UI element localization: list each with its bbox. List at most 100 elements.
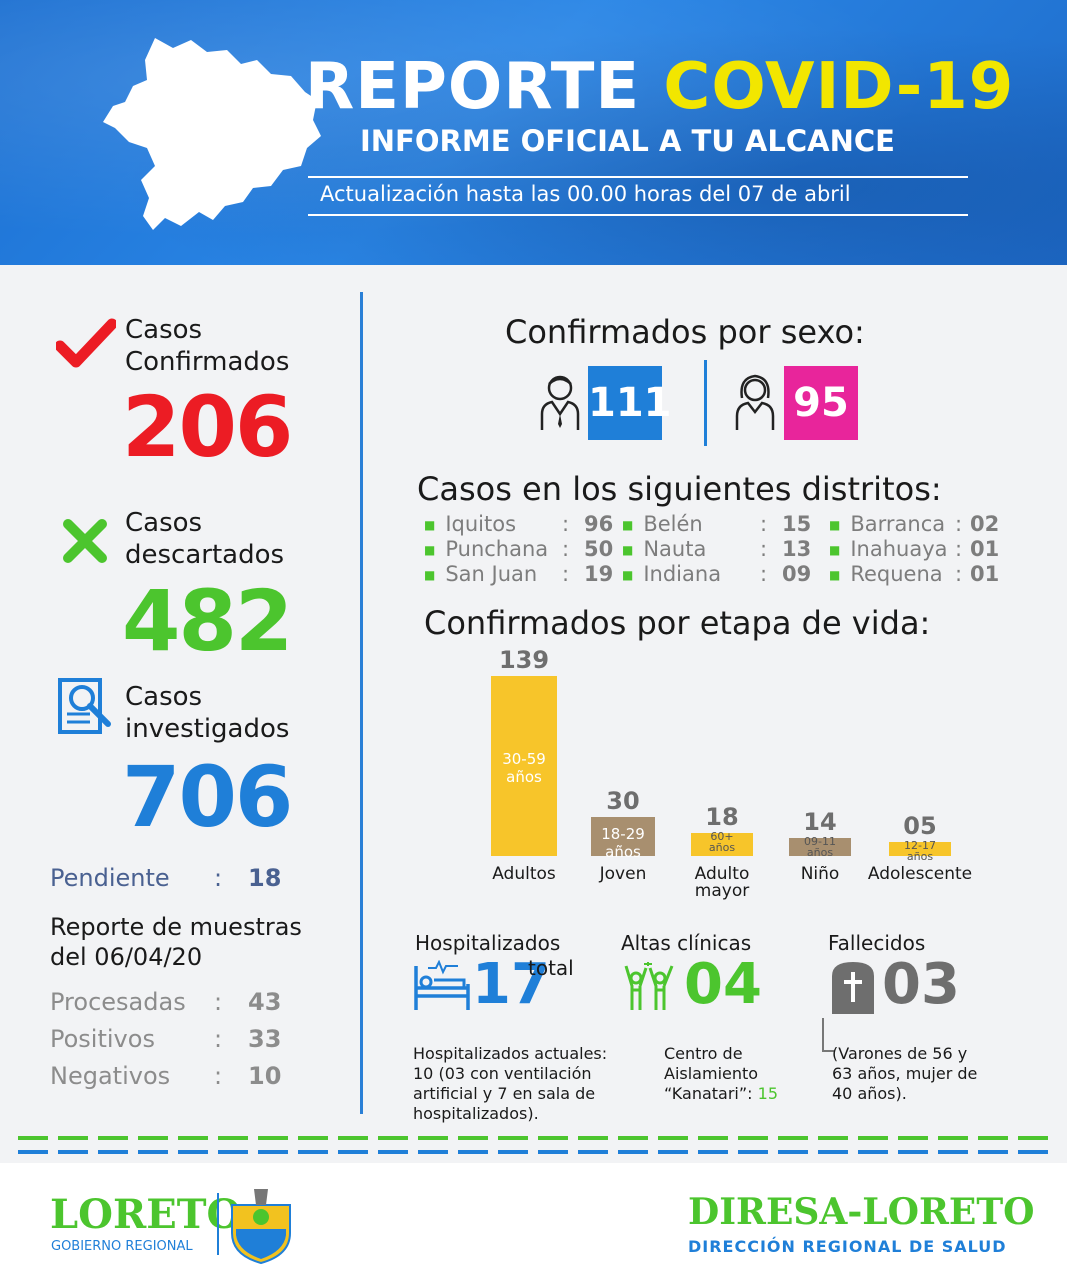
samples-sep-processed: : xyxy=(214,988,223,1016)
district-value: 15 xyxy=(782,512,812,536)
chart-bar xyxy=(789,838,851,856)
column-divider xyxy=(360,292,363,1114)
district-sep: : xyxy=(955,512,963,536)
district-iquitos: ■ Iquitos xyxy=(424,512,517,536)
district-sep: : xyxy=(955,562,963,586)
investigated-label-2: investigados xyxy=(125,714,290,744)
hospital-title: Hospitalizados xyxy=(415,931,561,955)
confirmed-count: 206 xyxy=(122,378,293,476)
hospital-count: 17 xyxy=(472,952,550,1017)
report-title: REPORTE COVID-19 xyxy=(305,50,1014,124)
district-value: 01 xyxy=(970,562,1000,586)
district-value: 01 xyxy=(970,537,1000,561)
investigated-count: 706 xyxy=(122,748,293,846)
update-box: Actualización hasta las 00.00 horas del … xyxy=(308,176,968,216)
hospital-note-line: artificial y 7 en sala de xyxy=(413,1084,596,1103)
deaths-note-line: 40 años). xyxy=(832,1084,907,1103)
cross-tomb-icon xyxy=(832,962,874,1014)
chart-bar xyxy=(691,833,753,856)
district-requena: ■ Requena xyxy=(829,562,943,586)
chart-bar-age-range: 12-17 años xyxy=(904,839,936,863)
samples-title-line2: del 06/04/20 xyxy=(50,943,203,971)
hospital-note-line: hospitalizados). xyxy=(413,1104,539,1123)
chart-bar xyxy=(889,842,951,856)
title-word-covid: COVID-19 xyxy=(663,50,1015,124)
district-value: 50 xyxy=(584,537,614,561)
divider-dashes-blue xyxy=(18,1150,1048,1154)
loreto-logo-subtitle: GOBIERNO REGIONAL xyxy=(51,1239,193,1254)
samples-row-negative: Negativos xyxy=(50,1062,171,1090)
pending-row: Pendiente xyxy=(50,864,170,892)
district-san-juan: ■ San Juan xyxy=(424,562,538,586)
diresa-logo-subtitle: DIRECCIÓN REGIONAL DE SALUD xyxy=(688,1237,1007,1256)
document-magnifier-icon xyxy=(58,678,111,734)
discharges-note-text: “Kanatari”: xyxy=(664,1084,753,1103)
discharges-count: 04 xyxy=(684,952,762,1017)
district-value: 02 xyxy=(970,512,1000,536)
hospital-note-line: 10 (03 con ventilación xyxy=(413,1064,592,1083)
chart-category-label: Joven xyxy=(599,864,647,884)
districts-title: Casos en los siguientes distritos: xyxy=(417,470,942,508)
district-name: Nauta xyxy=(643,537,707,561)
samples-value-negative: 10 xyxy=(248,1062,282,1090)
district-belen: ■ Belén xyxy=(622,512,703,536)
samples-sep-negative: : xyxy=(214,1062,223,1090)
district-punchana: ■ Punchana xyxy=(424,537,549,561)
regional-emblem-icon xyxy=(231,1189,291,1265)
woman-icon xyxy=(735,374,775,430)
deaths-count: 03 xyxy=(882,952,960,1017)
chart-bar-age-range: 09-11 años xyxy=(804,835,836,859)
district-barranca: ■ Barranca xyxy=(829,512,946,536)
district-value: 13 xyxy=(782,537,812,561)
district-value: 96 xyxy=(584,512,614,536)
samples-sep-positive: : xyxy=(214,1025,223,1053)
discarded-count: 482 xyxy=(122,572,293,670)
chart-title: Confirmados por etapa de vida: xyxy=(424,604,931,642)
discharges-title: Altas clínicas xyxy=(621,931,752,955)
samples-title-line1: Reporte de muestras xyxy=(50,913,302,941)
deaths-note: (Varones de 56 y 63 años, mujer de 40 añ… xyxy=(832,1044,1022,1104)
hospital-suffix: total xyxy=(528,956,574,980)
header-banner: REPORTE COVID-19 INFORME OFICIAL A TU AL… xyxy=(0,0,1067,265)
discarded-label-2: descartados xyxy=(125,540,285,570)
divider-dashes-green xyxy=(18,1136,1048,1140)
pending-value: 18 xyxy=(248,864,282,892)
discharges-note-value: 15 xyxy=(757,1084,778,1103)
loreto-map-icon xyxy=(103,38,321,230)
deaths-note-line: (Varones de 56 y xyxy=(832,1044,968,1063)
district-sep: : xyxy=(760,512,768,536)
chart-bar xyxy=(491,676,557,856)
district-inahuaya: ■ Inahuaya xyxy=(829,537,948,561)
samples-value-processed: 43 xyxy=(248,988,282,1016)
deaths-title: Fallecidos xyxy=(828,931,926,955)
x-icon xyxy=(63,519,107,563)
pending-label: Pendiente xyxy=(50,864,170,892)
district-nauta: ■ Nauta xyxy=(622,537,707,561)
district-name: Inahuaya xyxy=(850,537,948,561)
investigated-label-1: Casos xyxy=(125,682,203,712)
samples-row-positive: Positivos xyxy=(50,1025,155,1053)
chart-bar xyxy=(591,817,655,856)
female-count: 95 xyxy=(784,366,858,440)
district-name: Barranca xyxy=(850,512,946,536)
district-sep: : xyxy=(562,512,570,536)
hospital-bed-icon xyxy=(414,960,470,1010)
logo-divider xyxy=(217,1193,219,1255)
district-name: Iquitos xyxy=(445,512,517,536)
hospital-note-line: Hospitalizados actuales: xyxy=(413,1044,608,1063)
chart-bar-value: 05 xyxy=(903,812,937,840)
update-text: Actualización hasta las 00.00 horas del … xyxy=(320,182,851,206)
deaths-bracket xyxy=(822,1018,834,1052)
confirmed-label-2: Confirmados xyxy=(125,347,290,377)
loreto-logo-text: LORETO xyxy=(50,1191,242,1238)
check-icon xyxy=(56,318,116,368)
chart-category-label: Niño xyxy=(800,864,840,884)
chart-category-label: Adulto mayor xyxy=(694,864,750,901)
district-indiana: ■ Indiana xyxy=(622,562,722,586)
discharges-note-line: “Kanatari”: 15 xyxy=(664,1084,824,1104)
diresa-logo-text: DIRESA-LORETO xyxy=(688,1191,1035,1233)
life-stage-chart: 139 30-59 años Adultos 30 18-29 años Joven 18 60+… xyxy=(470,640,1010,910)
district-sep: : xyxy=(760,537,768,561)
chart-bar-value: 14 xyxy=(803,808,837,836)
chart-category-label: Adolescente xyxy=(867,864,973,884)
